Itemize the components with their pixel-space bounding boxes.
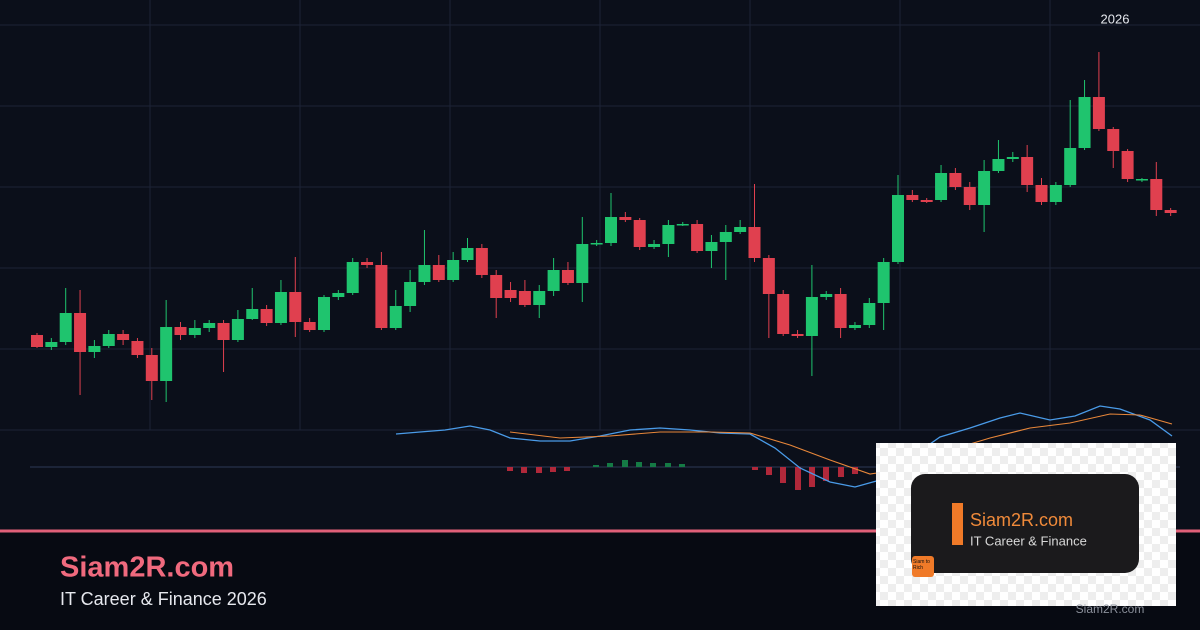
candle-body	[475, 248, 488, 275]
candle-body	[892, 195, 904, 262]
badge: Siam to Rich	[913, 559, 930, 571]
candle-body	[217, 323, 230, 340]
candle-body	[332, 293, 345, 297]
candle-body	[547, 270, 560, 291]
watermark: Siam2R.com	[1076, 602, 1145, 616]
candle-body	[88, 346, 101, 352]
candle-body	[389, 306, 402, 328]
candle-body	[691, 224, 704, 251]
candles	[31, 52, 1177, 402]
candle-body	[777, 294, 790, 334]
candle-body	[676, 224, 689, 226]
candle-body	[117, 334, 130, 340]
candle-body	[346, 262, 359, 293]
candle-body	[518, 291, 531, 305]
candle-body	[863, 303, 876, 325]
card-subtitle: IT Career & Finance	[970, 533, 1087, 548]
candle-body	[203, 323, 216, 328]
candle-body	[188, 328, 201, 335]
candle-body	[605, 217, 617, 243]
candle-body	[1021, 157, 1034, 185]
candle-body	[231, 319, 244, 340]
candle-body	[633, 220, 646, 247]
candle-body	[949, 173, 962, 187]
candle-body	[274, 292, 287, 323]
candle-body	[1150, 179, 1163, 210]
candle-body	[533, 291, 546, 305]
grid	[0, 0, 1200, 431]
candle-body	[260, 309, 273, 323]
candle-body	[504, 290, 517, 298]
candle-body	[705, 242, 718, 251]
time-label: 2026	[1101, 11, 1130, 26]
candle-body	[145, 355, 158, 381]
candle-body	[1107, 129, 1120, 151]
candle-body	[719, 232, 732, 242]
candle-body	[1092, 97, 1105, 129]
candle-body	[1164, 210, 1177, 213]
candle-body	[978, 171, 991, 205]
candle-body	[160, 327, 173, 381]
candle-body	[74, 313, 87, 352]
candle-body	[490, 275, 503, 298]
candle-body	[1049, 185, 1062, 202]
candle-body	[432, 265, 445, 280]
candle-body	[848, 325, 861, 328]
candle-body	[791, 334, 804, 336]
candle-body	[590, 243, 603, 245]
site-name: Siam2R.com	[60, 552, 234, 584]
candle-body	[461, 248, 474, 260]
candle-body	[418, 265, 431, 282]
candle-body	[805, 297, 818, 336]
candle-body	[447, 260, 460, 280]
candle-body	[289, 292, 302, 322]
candle-body	[648, 244, 661, 247]
candle-body	[748, 227, 761, 258]
card-title: Siam2R.com	[970, 510, 1073, 530]
candle-body	[619, 217, 632, 220]
candle-body	[834, 294, 847, 328]
candle-body	[404, 282, 417, 306]
candle-body	[375, 265, 388, 328]
candle-body	[734, 227, 747, 232]
candle-body	[45, 342, 58, 347]
candle-body	[303, 322, 316, 330]
macd-indicator	[30, 405, 1180, 490]
candle-body	[1035, 185, 1048, 202]
candle-body	[318, 297, 330, 330]
candle-body	[935, 173, 948, 200]
candle-body	[920, 200, 933, 202]
candle-body	[662, 225, 675, 244]
candle-body	[361, 262, 374, 265]
candle-body	[1078, 97, 1091, 148]
candle-body	[762, 258, 775, 294]
candle-body	[102, 334, 115, 346]
candle-body	[820, 294, 833, 297]
candle-body	[963, 187, 976, 205]
candle-body	[1135, 179, 1148, 181]
candle-body	[131, 341, 144, 355]
candle-body	[246, 309, 259, 319]
candle-body	[1064, 148, 1077, 185]
tagline: IT Career & Finance 2026	[60, 589, 267, 609]
candle-body	[561, 270, 574, 283]
candle-body	[31, 335, 43, 347]
logo-card: Siam2R.com IT Career & Finance Siam to R…	[876, 443, 1176, 606]
candle-body	[174, 327, 187, 335]
candle-body	[576, 244, 589, 283]
candle-body	[1006, 157, 1019, 159]
candle-body	[877, 262, 890, 303]
candle-body	[992, 159, 1005, 171]
candle-body	[906, 195, 919, 200]
candle-body	[1121, 151, 1134, 179]
candle-body	[59, 313, 72, 342]
